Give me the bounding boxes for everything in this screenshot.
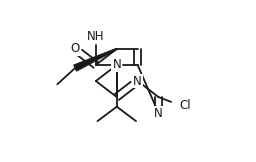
Text: Cl: Cl bbox=[179, 99, 191, 112]
Text: NH: NH bbox=[87, 29, 105, 43]
Text: N: N bbox=[154, 107, 163, 120]
Text: N: N bbox=[133, 75, 142, 87]
Text: N: N bbox=[112, 58, 121, 71]
Polygon shape bbox=[73, 48, 117, 71]
Text: O: O bbox=[70, 42, 80, 55]
